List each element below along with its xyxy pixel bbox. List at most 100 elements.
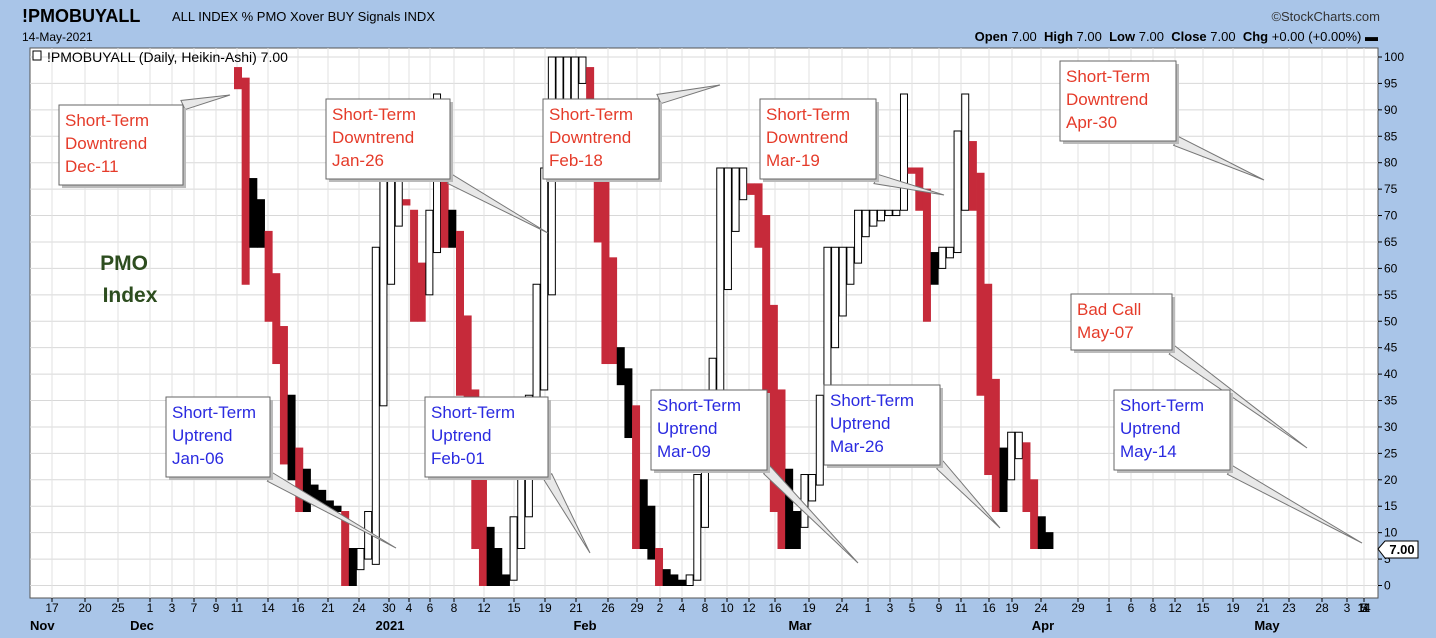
x-tick-label: 3 [1344, 601, 1351, 615]
legend-text: !PMOBUYALL (Daily, Heikin-Ashi) 7.00 [47, 49, 288, 65]
candle [831, 246, 840, 349]
candle-body [746, 183, 755, 195]
y-tick-label: 100 [1384, 50, 1404, 64]
candle [448, 209, 457, 248]
ohlc-chg-label: Chg [1242, 29, 1269, 44]
candle-body [647, 505, 656, 560]
candle-body [685, 574, 694, 586]
x-tick-label: 11 [955, 601, 968, 615]
x-tick-label: 11 [231, 601, 244, 615]
candle-body [739, 167, 748, 201]
annotation-callout: Short-Term Uptrend Feb-01 [424, 396, 591, 554]
candle [601, 178, 610, 365]
candle [739, 167, 748, 201]
candle-body [287, 394, 296, 481]
candle [677, 579, 686, 587]
annotation-callout: Short-Term Downtrend Dec-11 [58, 94, 231, 188]
candle [348, 548, 357, 587]
candle-body [884, 209, 893, 217]
y-tick-label: 0 [1384, 579, 1391, 593]
callout-text: Short-Term [766, 105, 850, 124]
ohlc-low-label: Low [1109, 29, 1136, 44]
callout-text: Downtrend [332, 128, 414, 147]
index-label-line2: Index [103, 284, 158, 307]
candle-body [693, 474, 702, 581]
x-tick-label: 16 [768, 601, 782, 615]
last-value-tag: 7.00 [1377, 540, 1419, 559]
brand-label[interactable]: ©StockCharts.com [1271, 9, 1380, 24]
candle [716, 167, 725, 412]
x-month-label: Dec [130, 618, 154, 633]
candle [961, 93, 970, 211]
callout-text: Downtrend [549, 128, 631, 147]
annotation-callout: Short-Term Downtrend Mar-19 [759, 98, 945, 196]
candle-body [609, 257, 618, 365]
candle-body [976, 172, 985, 396]
candle-body [417, 262, 426, 322]
candle-body [448, 209, 457, 248]
candle-body [1007, 431, 1016, 481]
candle-body [808, 474, 817, 502]
candle-body [861, 209, 870, 238]
x-tick-label: 12 [742, 601, 756, 615]
callout-text: Short-Term [431, 403, 515, 422]
candle-body [984, 283, 993, 476]
x-tick-label: 24 [835, 601, 849, 615]
x-tick-label: 29 [1071, 601, 1085, 615]
x-tick-label: 1 [865, 601, 872, 615]
candle [907, 167, 916, 174]
candle [234, 67, 242, 90]
callout-box [424, 396, 549, 478]
candle [754, 183, 763, 248]
candle-body [333, 505, 342, 513]
x-tick-label: 9 [936, 601, 943, 615]
x-tick-label: 5 [1361, 601, 1368, 615]
ohlc-high-label: High [1044, 29, 1073, 44]
candle [846, 246, 855, 285]
x-tick-label: 11 [1358, 601, 1371, 615]
candle [685, 574, 694, 586]
candle-body [769, 304, 778, 513]
candle-body [425, 209, 434, 296]
candle-body [945, 246, 954, 259]
x-month-label: Apr [1032, 618, 1054, 633]
callout-box [823, 384, 941, 466]
candle [356, 548, 365, 571]
candle [922, 188, 931, 322]
x-tick-label: 12 [1168, 601, 1182, 615]
y-tick-label: 35 [1384, 394, 1398, 408]
candle [371, 246, 380, 565]
callout-text: Mar-09 [657, 442, 711, 461]
x-month-label: 2021 [376, 618, 405, 633]
candle-body [907, 167, 916, 174]
annotation-callout: Short-Term Downtrend Feb-18 [542, 84, 721, 182]
candle-body [815, 394, 824, 486]
candle-body [371, 246, 380, 565]
candle [1014, 431, 1023, 460]
candle [272, 273, 281, 365]
x-month-label: May [1254, 618, 1280, 633]
candle-body [517, 474, 526, 550]
candle-body [601, 178, 610, 365]
callout-text: Jan-06 [172, 449, 224, 468]
candle-body [616, 347, 625, 386]
candle [256, 199, 265, 248]
y-tick-label: 65 [1384, 235, 1398, 249]
candle-body [241, 77, 250, 285]
index-label-line1: PMO [100, 252, 148, 275]
y-tick-label: 40 [1384, 367, 1398, 381]
x-tick-label: 19 [1005, 601, 1019, 615]
y-tick-label: 25 [1384, 446, 1398, 460]
candle [647, 505, 656, 560]
candle [930, 252, 939, 285]
candle [1030, 479, 1039, 550]
candle-body [892, 209, 901, 217]
candle [815, 394, 824, 486]
annotation-callout: Short-Term Downtrend Apr-30 [1059, 60, 1265, 181]
candle-body [846, 246, 855, 285]
annotations: Short-Term Downtrend Dec-11 Short-Term Downt… [58, 60, 1363, 564]
candle-body [838, 246, 847, 317]
candle-body [938, 246, 947, 269]
